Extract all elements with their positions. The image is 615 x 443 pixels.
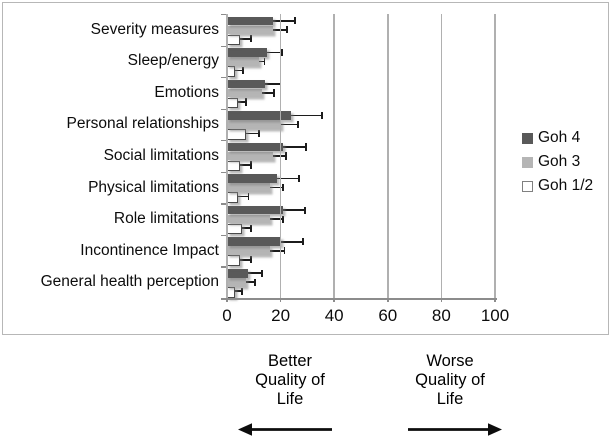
bar-goh3-3 xyxy=(227,120,281,129)
bar-goh12-6 xyxy=(227,223,242,235)
category-label: Personal relationships xyxy=(66,115,219,133)
category-label: Emotions xyxy=(154,83,219,101)
category-label: Role limitations xyxy=(113,210,219,228)
bar-goh4-5 xyxy=(227,174,277,183)
x-tick-60 xyxy=(387,298,389,302)
bar-goh12-4 xyxy=(227,160,241,172)
category-tick xyxy=(221,77,227,79)
bar-goh3-5 xyxy=(227,183,270,192)
category-tick xyxy=(221,203,227,205)
bar-goh12-7 xyxy=(227,255,241,266)
legend-item-goh4: Goh 4 xyxy=(522,129,593,147)
category-tick xyxy=(221,45,227,47)
x-tick-40 xyxy=(333,298,335,302)
error-bar xyxy=(229,38,252,40)
bar-goh12-2 xyxy=(227,97,238,109)
bar-goh12-0 xyxy=(227,34,241,46)
bar-goh3-0 xyxy=(227,25,273,35)
legend-label-goh3: Goh 3 xyxy=(538,153,581,170)
bar-goh12-8 xyxy=(227,287,236,298)
x-tick-80 xyxy=(440,298,443,302)
gridline-100 xyxy=(494,14,496,298)
category-tick xyxy=(221,171,227,173)
category-label: Sleep/energy xyxy=(127,52,219,70)
error-bar xyxy=(259,186,284,189)
legend-item-goh3: Goh 3 xyxy=(522,153,593,171)
category-label: Physical limitations xyxy=(88,178,219,196)
error-bar xyxy=(261,209,305,212)
bar-goh3-8 xyxy=(227,278,246,287)
legend-label-goh4: Goh 4 xyxy=(538,129,581,146)
x-axis-line xyxy=(221,298,497,300)
bar-goh4-4 xyxy=(227,142,284,152)
worse-quality-annotation: Worse Quality of Life xyxy=(415,352,485,408)
gridline-0 xyxy=(226,14,228,298)
bar-goh4-1 xyxy=(227,48,268,57)
error-bar xyxy=(251,92,274,94)
x-tick-100 xyxy=(494,298,496,302)
legend-swatch-goh3 xyxy=(522,156,533,168)
category-tick xyxy=(221,14,227,16)
x-tick-label-80: 80 xyxy=(431,306,451,325)
gridline-60 xyxy=(387,14,389,298)
bar-goh3-4 xyxy=(227,151,273,161)
better-quality-annotation: Better Quality of Life xyxy=(255,352,325,408)
category-tick xyxy=(221,266,227,268)
error-bar xyxy=(248,83,281,85)
gridline-80 xyxy=(440,14,443,298)
category-label: Severity measures xyxy=(90,20,219,38)
error-bar xyxy=(259,29,288,31)
legend-item-goh12: Goh 1/2 xyxy=(522,177,593,195)
bar-goh4-2 xyxy=(227,79,265,89)
worse-direction-right-arrow-icon xyxy=(406,422,502,442)
category-tick xyxy=(221,108,227,110)
x-tick-label-20: 20 xyxy=(271,306,291,325)
gridline-20 xyxy=(279,14,282,298)
bar-goh12-1 xyxy=(227,66,236,77)
x-tick-label-40: 40 xyxy=(324,306,344,325)
gridline-40 xyxy=(333,14,335,298)
category-label: Social limitations xyxy=(103,147,219,164)
bar-goh3-7 xyxy=(227,246,270,255)
legend-label-goh12: Goh 1/2 xyxy=(538,177,594,194)
category-tick xyxy=(221,234,227,237)
bar-goh3-1 xyxy=(227,57,260,66)
bar-goh3-2 xyxy=(227,88,262,98)
bar-goh4-8 xyxy=(227,269,249,278)
bar-goh4-3 xyxy=(227,111,292,120)
x-tick-label-60: 60 xyxy=(378,306,398,325)
category-tick xyxy=(221,140,227,142)
error-bar xyxy=(261,146,307,148)
bar-goh12-3 xyxy=(227,129,246,140)
better-direction-left-arrow-icon xyxy=(238,422,334,442)
x-tick-label-100: 100 xyxy=(480,306,510,325)
bar-goh4-7 xyxy=(227,237,281,246)
bar-goh4-6 xyxy=(227,205,284,215)
x-tick-20 xyxy=(279,298,282,302)
error-bar xyxy=(228,195,249,198)
error-bar xyxy=(228,69,244,72)
chart-panel xyxy=(2,2,609,335)
legend-swatch-goh4 xyxy=(522,132,533,144)
bar-goh4-0 xyxy=(227,16,273,26)
chart-legend: Goh 4 Goh 3 Goh 1/2 xyxy=(522,129,593,195)
legend-swatch-goh12 xyxy=(522,180,533,192)
bar-goh12-5 xyxy=(227,192,238,203)
category-label: General health perception xyxy=(40,273,219,291)
bar-goh3-6 xyxy=(227,214,270,224)
x-tick-0 xyxy=(226,298,228,302)
x-tick-label-0: 0 xyxy=(222,306,232,325)
category-label: Incontinence Impact xyxy=(80,241,219,259)
